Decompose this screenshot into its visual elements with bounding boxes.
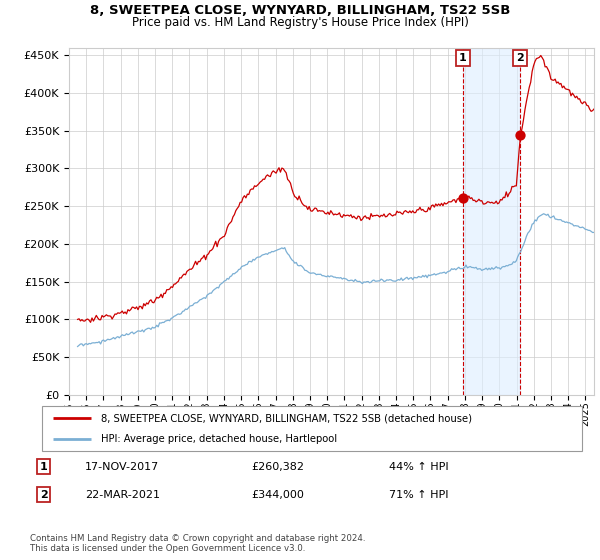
Bar [463, 48, 520, 395]
Text: 17-NOV-2017: 17-NOV-2017 [85, 461, 160, 472]
Point [515, 130, 525, 139]
Text: 8, SWEETPEA CLOSE, WYNYARD, BILLINGHAM, TS22 5SB (detached house): 8, SWEETPEA CLOSE, WYNYARD, BILLINGHAM, … [101, 413, 472, 423]
FancyBboxPatch shape [42, 406, 582, 451]
Text: 8, SWEETPEA CLOSE, WYNYARD, BILLINGHAM, TS22 5SB: 8, SWEETPEA CLOSE, WYNYARD, BILLINGHAM, … [90, 4, 510, 17]
Text: 22-MAR-2021: 22-MAR-2021 [85, 490, 160, 500]
Text: Contains HM Land Registry data © Crown copyright and database right 2024.
This d: Contains HM Land Registry data © Crown c… [30, 534, 365, 553]
Text: 71% ↑ HPI: 71% ↑ HPI [389, 490, 448, 500]
Text: 1: 1 [459, 53, 467, 63]
Text: £344,000: £344,000 [251, 490, 304, 500]
Text: £260,382: £260,382 [251, 461, 304, 472]
Text: Price paid vs. HM Land Registry's House Price Index (HPI): Price paid vs. HM Land Registry's House … [131, 16, 469, 29]
Text: 44% ↑ HPI: 44% ↑ HPI [389, 461, 448, 472]
Text: 2: 2 [517, 53, 524, 63]
Text: 2: 2 [40, 490, 47, 500]
Text: HPI: Average price, detached house, Hartlepool: HPI: Average price, detached house, Hart… [101, 433, 338, 444]
Point [458, 194, 467, 203]
Text: 1: 1 [40, 461, 47, 472]
